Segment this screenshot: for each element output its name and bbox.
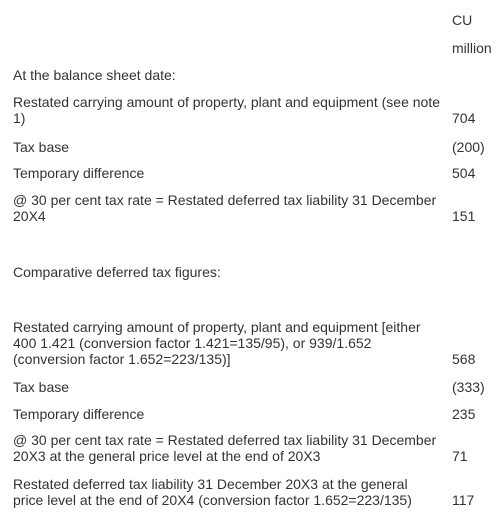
row-label: Restated deferred tax liability 31 Decem… xyxy=(13,476,412,508)
row: At the balance sheet date: xyxy=(13,67,497,83)
row-value: 71 xyxy=(452,448,468,464)
row-value: 117 xyxy=(452,492,475,508)
row: Restated carrying amount of property, pl… xyxy=(13,94,497,126)
row: @ 30 per cent tax rate = Restated deferr… xyxy=(13,432,497,464)
row: Restated carrying amount of property, pl… xyxy=(13,319,497,367)
row-label: Tax base xyxy=(13,379,70,395)
row: Tax base (200) xyxy=(13,139,497,155)
row-value: 151 xyxy=(452,208,476,224)
row-value: 704 xyxy=(452,110,476,126)
row-value: (200) xyxy=(452,139,485,155)
row-value: 235 xyxy=(452,406,476,422)
row-label: Temporary difference xyxy=(13,406,145,422)
row-value: (333) xyxy=(452,379,485,395)
row-label: Tax base xyxy=(13,139,70,155)
row-value: 568 xyxy=(452,351,476,367)
row: Tax base (333) xyxy=(13,379,497,395)
row-label: @ 30 per cent tax rate = Restated deferr… xyxy=(13,192,437,224)
row-label: Restated carrying amount of property, pl… xyxy=(13,319,421,367)
row-label: Restated carrying amount of property, pl… xyxy=(13,94,440,126)
row: Restated deferred tax liability 31 Decem… xyxy=(13,476,497,508)
row: @ 30 per cent tax rate = Restated deferr… xyxy=(13,192,497,224)
row-label: @ 30 per cent tax rate = Restated deferr… xyxy=(13,432,437,464)
row-value: 504 xyxy=(452,165,476,181)
row-label: Temporary difference xyxy=(13,165,145,181)
row: Temporary difference 504 xyxy=(13,165,497,181)
section-heading: Comparative deferred tax figures: xyxy=(13,264,221,280)
unit-header: million xyxy=(452,40,492,56)
unit-header: CU xyxy=(452,12,473,28)
section-heading: At the balance sheet date: xyxy=(13,67,176,83)
row: Temporary difference 235 xyxy=(13,406,497,422)
row: Comparative deferred tax figures: xyxy=(13,264,497,280)
